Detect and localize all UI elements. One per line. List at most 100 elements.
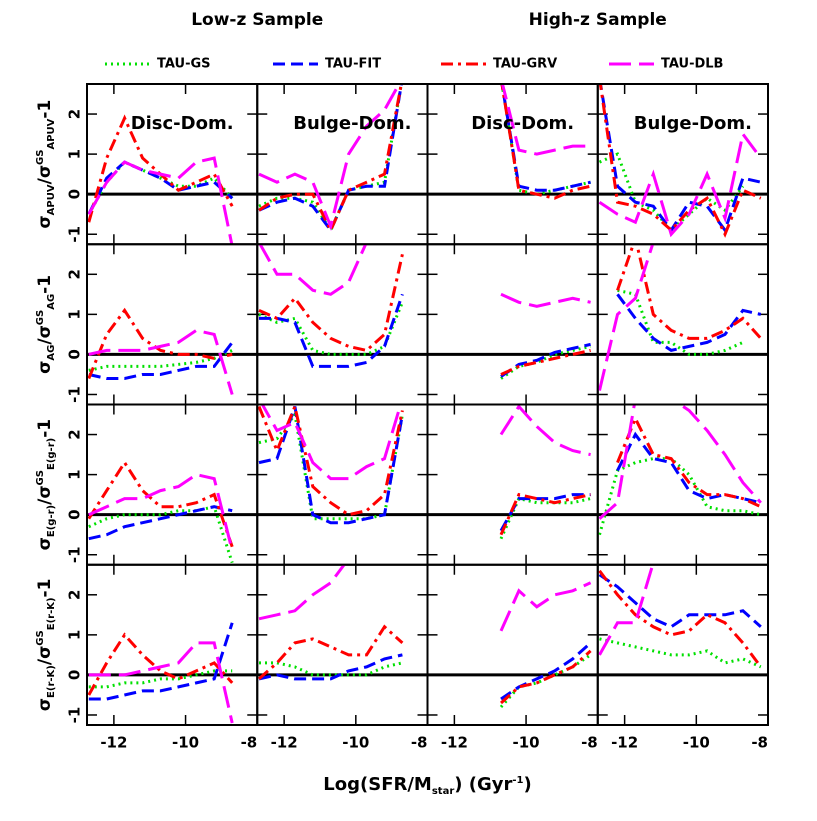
series-line	[598, 130, 763, 238]
series-line	[87, 459, 234, 548]
label-part: E(g-r)	[46, 505, 57, 537]
series-line	[616, 431, 762, 505]
label-part: -1	[35, 275, 55, 294]
series-group	[258, 564, 404, 681]
series-line	[88, 349, 233, 372]
series-line	[500, 348, 591, 376]
label-part: AG	[46, 345, 57, 361]
series-line	[598, 573, 762, 629]
y-axis-label: σE(r-K)/σGSE(r-K)-1	[35, 579, 57, 712]
series-line	[616, 414, 762, 509]
label-part: E(r-K)	[46, 597, 57, 630]
label-part: /σ	[35, 646, 55, 665]
series-line	[87, 156, 234, 245]
series-line	[87, 160, 234, 215]
label-part: AG	[46, 294, 57, 310]
y-tick-label: -1	[66, 386, 84, 403]
legend-label: TAU-GS	[157, 57, 211, 72]
series-line	[598, 569, 763, 668]
series-group	[87, 622, 234, 724]
y-tick-label: 0	[66, 509, 84, 519]
y-axis-label: σAG/σGSAG-1	[35, 275, 57, 374]
series-line	[617, 288, 744, 356]
series-group	[598, 404, 762, 536]
label-part: /σ	[35, 485, 55, 504]
label-part: σ	[35, 361, 55, 374]
series-line	[598, 152, 745, 233]
x-tick-label: -12	[100, 734, 127, 752]
series-line	[598, 84, 762, 234]
x-tick-label: -12	[441, 734, 468, 752]
series-line	[258, 84, 403, 234]
legend-label: TAU-DLB	[661, 57, 723, 72]
panel-annotation: Bulge-Dom.	[293, 113, 411, 134]
label-part: )	[523, 774, 531, 795]
label-part: -1	[35, 419, 55, 438]
series-line	[88, 341, 234, 380]
series-line	[88, 328, 234, 395]
series-line	[258, 84, 401, 232]
series-line	[258, 406, 404, 525]
panel-frame	[426, 83, 599, 246]
label-part: ) (Gyr	[454, 774, 512, 795]
y-tick-label: -1	[66, 226, 84, 243]
series-line	[500, 84, 591, 200]
x-tick-label: -8	[751, 734, 768, 752]
series-line	[260, 404, 403, 481]
series-group	[598, 244, 762, 391]
series-group	[87, 459, 234, 564]
label-part: /σ	[35, 325, 55, 344]
series-line	[598, 244, 655, 391]
label-part: GS	[35, 310, 46, 325]
column-title: Low-z Sample	[191, 10, 323, 30]
y-tick-label: -1	[66, 546, 84, 563]
series-line	[258, 84, 403, 234]
y-tick-label: 1	[66, 630, 84, 640]
series-line	[500, 292, 591, 308]
series-line	[500, 84, 591, 156]
series-line	[258, 244, 368, 296]
series-line	[616, 293, 762, 353]
x-tick-label: -10	[683, 734, 710, 752]
label-part: GS	[35, 630, 46, 645]
panel-frame	[596, 563, 769, 726]
y-tick-label: 0	[66, 189, 84, 199]
series-line	[259, 661, 403, 677]
label-part: σ	[35, 537, 55, 550]
label-part: GS	[35, 470, 46, 485]
series-line	[500, 641, 592, 701]
series-line	[258, 653, 403, 681]
series-line	[258, 301, 404, 356]
series-line	[598, 457, 762, 536]
series-line	[500, 344, 591, 380]
panel-frame	[426, 563, 599, 726]
series-group	[499, 581, 592, 708]
panel-frame	[426, 403, 599, 566]
series-line	[598, 84, 762, 238]
series-line	[616, 244, 762, 340]
legend-label: TAU-FIT	[325, 57, 381, 72]
panel-annotation: Disc-Dom.	[131, 113, 234, 134]
y-tick-label: 2	[66, 109, 84, 119]
label-part: -1	[35, 579, 55, 598]
series-line	[500, 342, 591, 378]
series-line	[499, 581, 592, 632]
label-part: APUV	[46, 184, 57, 215]
label-part: /σ	[35, 165, 55, 184]
series-line	[499, 404, 591, 457]
series-line	[500, 84, 591, 196]
y-tick-label: 0	[66, 349, 84, 359]
series-group	[257, 404, 404, 525]
series-line	[259, 293, 404, 368]
y-tick-label: -1	[66, 707, 84, 724]
x-tick-label: -10	[513, 734, 540, 752]
panel-frame	[596, 243, 769, 406]
y-tick-label: 1	[66, 309, 84, 319]
label-part: star	[432, 786, 454, 797]
y-tick-label: 1	[66, 469, 84, 479]
label-part: -1	[512, 775, 523, 786]
series-line	[499, 493, 591, 532]
x-tick-label: -8	[241, 734, 258, 752]
series-group	[598, 564, 763, 669]
